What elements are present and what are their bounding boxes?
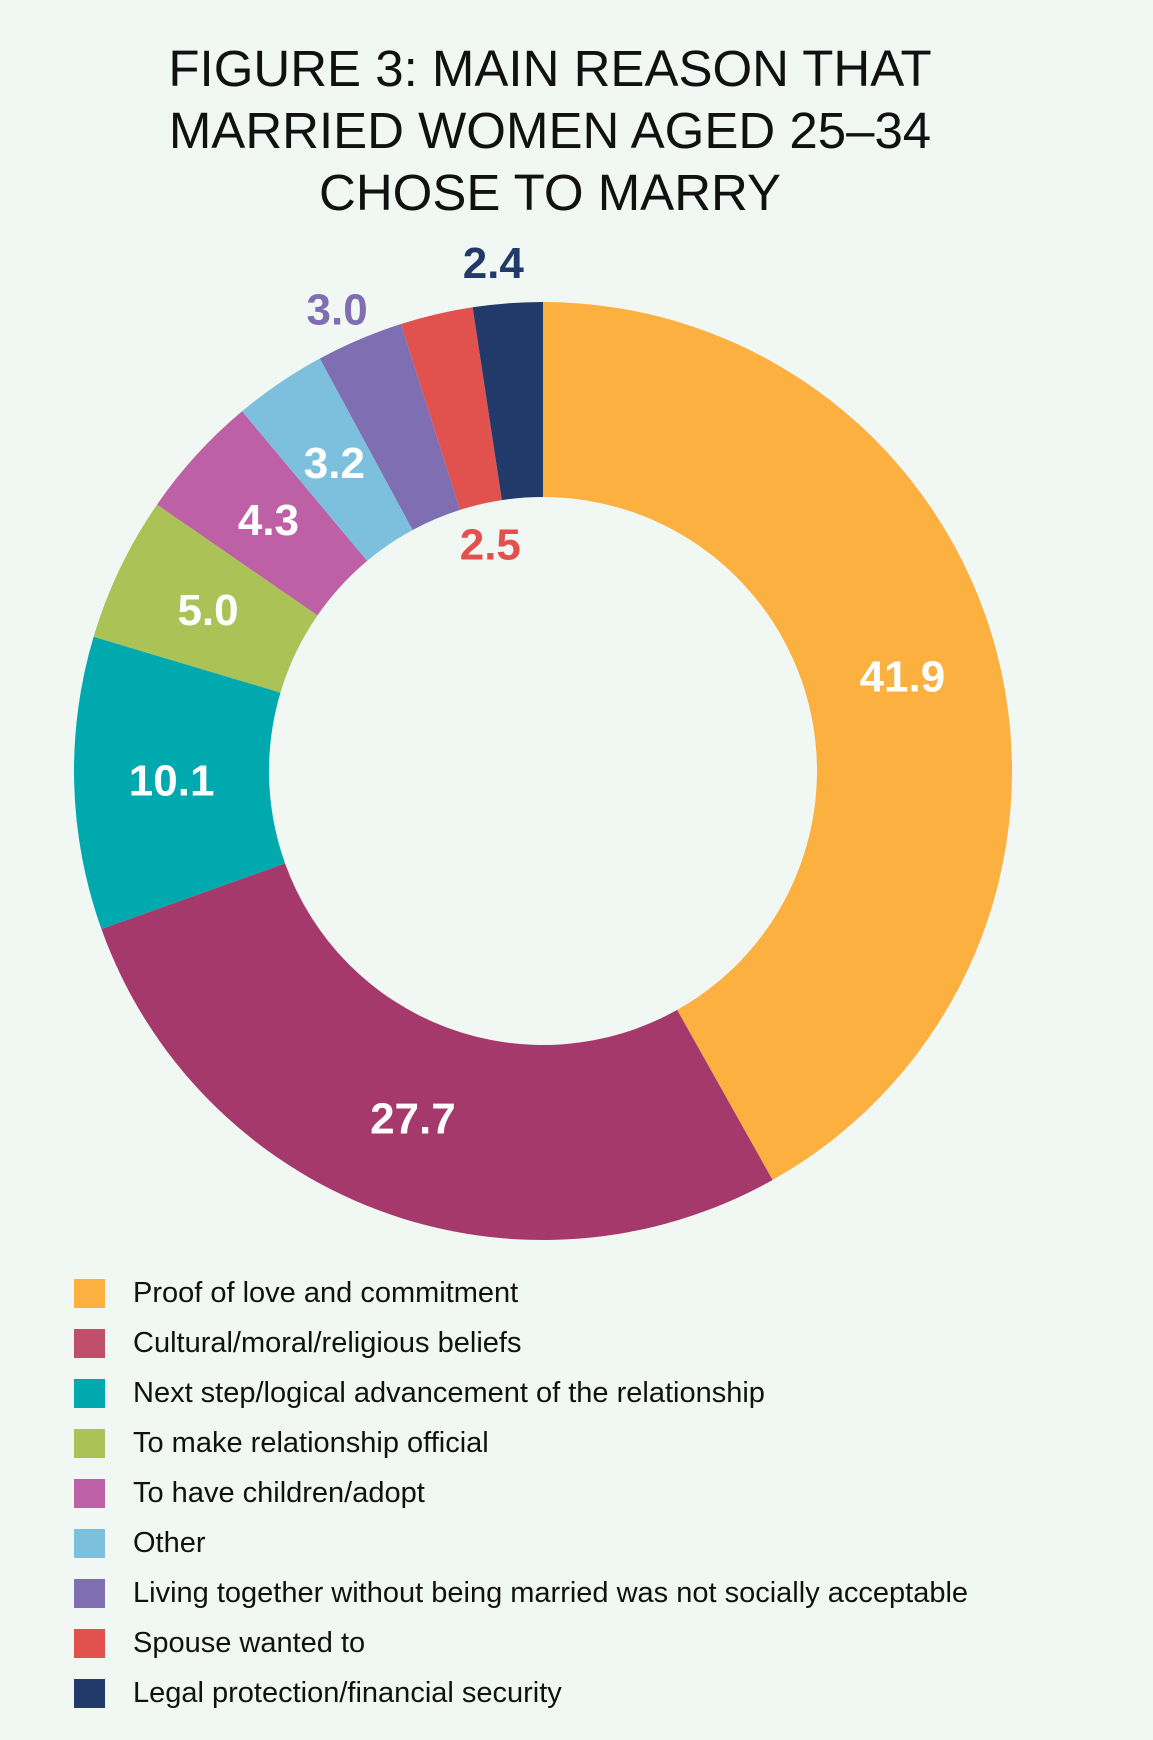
- chart-title: FIGURE 3: MAIN REASON THAT MARRIED WOMEN…: [0, 38, 1100, 224]
- slice-6: [319, 324, 461, 531]
- data-label-6: 3.0: [307, 285, 368, 334]
- data-label-3: 5.0: [177, 586, 238, 635]
- legend-item: Next step/logical advancement of the rel…: [74, 1368, 968, 1418]
- legend-swatch: [74, 1428, 105, 1458]
- legend-item: Other: [74, 1518, 968, 1568]
- legend-swatch: [74, 1578, 105, 1608]
- slice-8: [472, 302, 543, 501]
- slice-1: [101, 863, 773, 1240]
- legend-swatch: [74, 1628, 105, 1658]
- legend-label: Proof of love and commitment: [133, 1276, 519, 1309]
- legend-item: Cultural/moral/religious beliefs: [74, 1318, 968, 1368]
- legend-item: Living together without being married wa…: [74, 1568, 968, 1618]
- legend-swatch: [74, 1278, 105, 1308]
- legend: Proof of love and commitment Cultural/mor…: [74, 1268, 968, 1718]
- legend-item: To have children/adopt: [74, 1468, 968, 1518]
- legend-label: To have children/adopt: [133, 1476, 425, 1509]
- data-label-5: 3.2: [304, 439, 365, 488]
- title-line-3: CHOSE TO MARRY: [319, 164, 781, 221]
- legend-label: Legal protection/financial security: [133, 1676, 562, 1709]
- data-label-7: 2.5: [460, 521, 521, 570]
- legend-item: To make relationship official: [74, 1418, 968, 1468]
- slice-0: [543, 302, 1013, 1180]
- data-label-0: 41.9: [860, 653, 946, 702]
- legend-swatch: [74, 1378, 105, 1408]
- legend-label: Other: [133, 1526, 206, 1559]
- data-label-2: 10.1: [129, 756, 215, 805]
- slice-7: [401, 307, 502, 510]
- data-label-4: 4.3: [238, 496, 299, 545]
- legend-swatch: [74, 1678, 105, 1708]
- slice-3: [93, 504, 318, 693]
- data-label-1: 27.7: [370, 1094, 456, 1143]
- legend-swatch: [74, 1328, 105, 1358]
- legend-item: Proof of love and commitment: [74, 1268, 968, 1318]
- legend-item: Legal protection/financial security: [74, 1668, 968, 1718]
- legend-label: Cultural/moral/religious beliefs: [133, 1326, 522, 1359]
- legend-item: Spouse wanted to: [74, 1618, 968, 1668]
- title-line-2: MARRIED WOMEN AGED 25–34: [168, 102, 932, 159]
- slice-4: [157, 411, 368, 616]
- legend-swatch: [74, 1478, 105, 1508]
- legend-label: Next step/logical advancement of the rel…: [133, 1376, 765, 1409]
- donut-chart: 41.9 27.7 10.1 5.04.33.2 3.0 2.5 2.4: [74, 239, 1013, 1240]
- title-line-1: FIGURE 3: MAIN REASON THAT: [168, 40, 932, 97]
- legend-swatch: [74, 1528, 105, 1558]
- legend-label: Living together without being married wa…: [133, 1576, 969, 1609]
- legend-label: To make relationship official: [133, 1426, 489, 1459]
- data-label-8: 2.4: [463, 239, 525, 288]
- slice-2: [74, 636, 286, 930]
- slice-5: [242, 358, 413, 561]
- legend-label: Spouse wanted to: [133, 1626, 366, 1659]
